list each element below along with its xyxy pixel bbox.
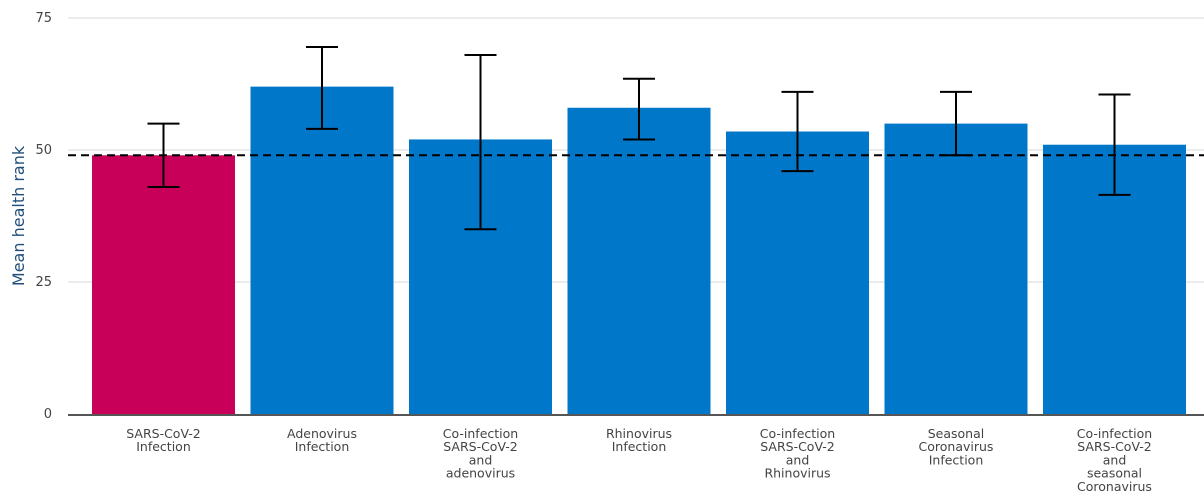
y-tick-label: 50 xyxy=(35,143,52,158)
y-axis-title: Mean health rank xyxy=(9,145,28,286)
y-tick-label: 75 xyxy=(35,11,52,26)
x-tick-label-2: Co-infection SARS-CoV-2 and adenovirus xyxy=(443,426,518,481)
x-tick-labels: SARS-CoV-2 Infection Adenovirus Infection Co… xyxy=(126,426,1152,494)
bar-5 xyxy=(884,123,1028,414)
x-tick-label-1: Adenovirus Infection xyxy=(287,426,357,454)
error-bar-6 xyxy=(1098,93,1131,196)
bar-4 xyxy=(726,131,869,414)
x-tick-label-0: SARS-CoV-2 Infection xyxy=(126,426,201,454)
y-tick-labels: 0 25 50 75 xyxy=(35,11,52,422)
y-tick-label: 0 xyxy=(44,407,52,422)
bar-0 xyxy=(92,155,235,414)
error-bar-1 xyxy=(306,46,338,130)
x-tick-label-4: Co-infection SARS-CoV-2 and Rhinovirus xyxy=(760,426,835,481)
error-bar-2 xyxy=(464,53,497,231)
x-tick-label-3: Rhinovirus Infection xyxy=(606,426,672,454)
error-bar-4 xyxy=(781,90,814,173)
x-tick-label-5: Seasonal Coronavirus Infection xyxy=(919,426,994,467)
x-tick-label-6: Co-infection SARS-CoV-2 and seasonal Coronav… xyxy=(1077,426,1152,494)
error-bar-3 xyxy=(623,77,655,141)
bar-1 xyxy=(250,86,394,414)
y-tick-label: 25 xyxy=(35,275,52,290)
bar-3 xyxy=(567,107,711,414)
